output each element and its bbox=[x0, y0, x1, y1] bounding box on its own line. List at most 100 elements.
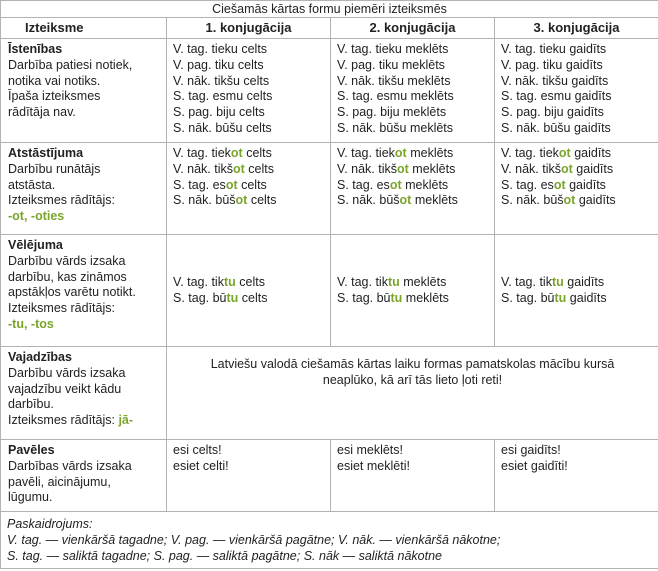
form-cell-conj-1: V. tag. tiekot celts V. nāk. tikšot celt… bbox=[166, 142, 331, 235]
mood-desc-line: rādītāja nav. bbox=[8, 105, 76, 120]
form-prefix: V. nāk. tikš bbox=[173, 161, 233, 176]
form-prefix: V. tag. tik bbox=[501, 275, 552, 290]
form-line: esiet meklēti! bbox=[337, 458, 410, 473]
form-line: V. nāk. tikšot meklēts bbox=[337, 162, 488, 178]
form-participle: celts bbox=[244, 161, 274, 176]
form-prefix: V. tag. tik bbox=[337, 275, 388, 290]
row-vajadzibas: Vajadzības Darbību vārds izsaka vajadzīb… bbox=[0, 346, 658, 440]
header-mood: Izteiksme bbox=[0, 17, 167, 39]
form-cell-conj-1: V. tag. tieku celts V. pag. tiku celts V… bbox=[166, 38, 331, 143]
form-cell-conj-1: V. tag. tiktu celts S. tag. būtu celts bbox=[166, 234, 331, 347]
row-paveles: Pavēles Darbības vārds izsaka pavēli, ai… bbox=[0, 439, 658, 512]
form-participle: celts bbox=[247, 193, 277, 208]
mood-desc-line: notika vai notiks. bbox=[8, 73, 101, 88]
form-prefix: S. nāk. būš bbox=[173, 193, 236, 208]
form-line: S. nāk. būšot meklēts bbox=[337, 193, 488, 209]
form-suffix: ot bbox=[233, 161, 245, 176]
form-prefix: S. tag. es bbox=[173, 177, 226, 192]
mood-cell: Vēlējuma Darbību vārds izsaka darbību, k… bbox=[0, 234, 167, 347]
notes-row: Paskaidrojums: V. tag. — vienkāršā tagad… bbox=[0, 511, 658, 569]
table-caption: Ciešamās kārtas formu piemēri izteiksmēs bbox=[0, 0, 658, 18]
form-line: S. tag. būtu meklēts bbox=[337, 291, 488, 307]
form-line: S. nāk. būšu meklēts bbox=[337, 120, 454, 135]
form-suffix: ot bbox=[563, 193, 576, 208]
form-line: S. tag. esot meklēts bbox=[337, 178, 488, 194]
form-line: V. nāk. tikšu gaidīts bbox=[501, 73, 609, 88]
mood-marker-label: Izteiksmes rādītājs: bbox=[8, 301, 115, 316]
form-participle: meklēts bbox=[401, 177, 449, 192]
form-suffix: ot bbox=[399, 193, 412, 208]
form-suffix: tu bbox=[554, 291, 567, 305]
mood-name: Īstenības bbox=[8, 42, 63, 56]
mood-marker-label: Izteiksmes rādītājs: bbox=[8, 193, 115, 208]
header-conj-2: 2. konjugācija bbox=[330, 17, 495, 39]
form-prefix: S. tag. bū bbox=[501, 291, 555, 305]
form-line: V. nāk. tikšu meklēts bbox=[337, 73, 451, 88]
row-velejuma: Vēlējuma Darbību vārds izsaka darbību, k… bbox=[0, 234, 658, 347]
mood-name: Vajadzības bbox=[8, 350, 72, 364]
form-line: V. tag. tiekot meklēts bbox=[337, 146, 488, 162]
form-line: esiet celti! bbox=[173, 458, 229, 473]
form-line: S. pag. biju celts bbox=[173, 105, 265, 120]
form-prefix: V. tag. tik bbox=[173, 275, 224, 290]
merged-note-cell: Latviešu valodā ciešamās kārtas laiku fo… bbox=[165, 346, 658, 440]
mood-desc-line: Darbību runātājs bbox=[8, 161, 101, 176]
form-cell-conj-1: esi celts! esiet celti! bbox=[166, 439, 331, 512]
form-cell-conj-3: V. tag. tiekot gaidīts V. nāk. tikšot ga… bbox=[493, 142, 658, 235]
mood-desc-line: Darbība patiesi notiek, bbox=[8, 57, 133, 72]
form-line: S. tag. būtu gaidīts bbox=[501, 291, 652, 307]
form-suffix: tu bbox=[223, 275, 236, 290]
form-line: V. nāk. tikšot celts bbox=[173, 162, 324, 178]
mood-cell: Īstenības Darbība patiesi notiek, notika… bbox=[0, 38, 167, 143]
form-suffix: tu bbox=[390, 291, 403, 305]
form-line: S. pag. biju gaidīts bbox=[501, 105, 604, 120]
notes-cell: Paskaidrojums: V. tag. — vienkāršā tagad… bbox=[0, 511, 658, 569]
form-line: S. tag. esmu gaidīts bbox=[501, 89, 612, 104]
form-line: S. nāk. būšot celts bbox=[173, 193, 324, 209]
form-suffix: tu bbox=[387, 275, 400, 290]
form-participle: gaidīts bbox=[563, 275, 605, 290]
form-prefix: S. nāk. būš bbox=[501, 193, 564, 208]
form-line: V. tag. tieku meklēts bbox=[337, 42, 449, 56]
form-line: S. tag. esmu celts bbox=[173, 89, 273, 104]
mood-marker: -tu, -tos bbox=[8, 316, 54, 331]
form-participle: gaidīts bbox=[572, 161, 614, 176]
form-line: V. pag. tiku gaidīts bbox=[501, 57, 603, 72]
form-prefix: V. tag. tiek bbox=[173, 146, 231, 160]
form-suffix: ot bbox=[225, 177, 238, 192]
form-participle: gaidīts bbox=[575, 193, 616, 208]
form-line: S. nāk. būšot gaidīts bbox=[501, 193, 652, 209]
form-line: V. nāk. tikšu celts bbox=[173, 73, 270, 88]
form-prefix: V. tag. tiek bbox=[337, 146, 395, 160]
form-suffix: tu bbox=[226, 291, 239, 305]
form-line: V. tag. tiktu celts bbox=[173, 275, 324, 291]
form-line: S. tag. esot gaidīts bbox=[501, 178, 652, 194]
mood-desc-line: Darbību vārds izsaka bbox=[8, 365, 126, 380]
notes-line: S. tag. — saliktā tagadne; S. pag. — sal… bbox=[7, 549, 442, 563]
form-prefix: V. nāk. tikš bbox=[337, 161, 397, 176]
mood-desc-line: Darbību vārds izsaka bbox=[8, 253, 126, 268]
row-istenibas: Īstenības Darbība patiesi notiek, notika… bbox=[0, 38, 658, 143]
mood-marker: -ot, -oties bbox=[8, 209, 65, 224]
form-participle: gaidīts bbox=[566, 291, 607, 305]
mood-cell: Pavēles Darbības vārds izsaka pavēli, ai… bbox=[0, 439, 167, 512]
form-suffix: ot bbox=[235, 193, 248, 208]
form-participle: meklēts bbox=[411, 193, 458, 208]
form-participle: celts bbox=[242, 146, 272, 160]
form-participle: meklēts bbox=[402, 291, 449, 305]
form-participle: meklēts bbox=[399, 275, 447, 290]
form-line: esi gaidīts! bbox=[501, 443, 561, 457]
form-cell-conj-2: V. tag. tiekot meklēts V. nāk. tikšot me… bbox=[330, 142, 495, 235]
form-suffix: ot bbox=[553, 177, 566, 192]
form-suffix: ot bbox=[397, 161, 409, 176]
form-cell-conj-3: V. tag. tiktu gaidīts S. tag. būtu gaidī… bbox=[493, 234, 658, 347]
mood-desc-line: vajadzību veikt kādu bbox=[8, 381, 122, 396]
form-line: V. tag. tieku celts bbox=[173, 42, 268, 56]
mood-cell: Atstāstījuma Darbību runātājs atstāsta. … bbox=[0, 142, 167, 235]
form-cell-conj-2: esi meklēts! esiet meklēti! bbox=[330, 439, 495, 512]
form-cell-conj-2: V. tag. tiktu meklēts S. tag. būtu meklē… bbox=[330, 234, 495, 347]
mood-desc-line: pavēli, aicinājumu, bbox=[8, 474, 111, 489]
form-line: V. pag. tiku celts bbox=[173, 57, 264, 72]
form-line: esi meklēts! bbox=[337, 443, 403, 457]
